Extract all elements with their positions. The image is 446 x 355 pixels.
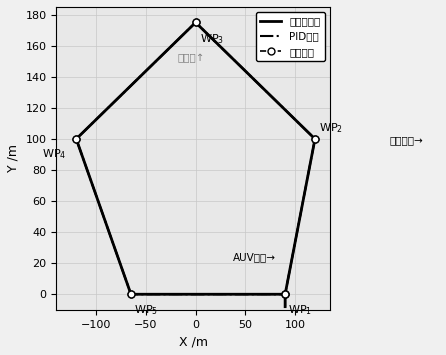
反步法控制 <box>74 137 79 141</box>
反步法控制 <box>312 137 318 141</box>
Text: WP$_5$: WP$_5$ <box>134 303 158 317</box>
Line: PID控制: PID控制 <box>76 22 315 307</box>
反步法控制 <box>282 292 288 296</box>
反步法控制 <box>128 292 134 296</box>
Text: WP$_1$: WP$_1$ <box>288 303 312 317</box>
PID控制 <box>282 292 288 296</box>
PID控制 <box>193 20 198 24</box>
Text: 期望航迹→: 期望航迹→ <box>389 136 423 146</box>
PID控制 <box>282 305 288 309</box>
Line: 反步法控制: 反步法控制 <box>76 22 315 307</box>
PID控制 <box>312 137 318 141</box>
Line: 期望航迹: 期望航迹 <box>73 19 318 298</box>
期望航迹 <box>312 137 318 141</box>
PID控制 <box>282 292 288 296</box>
期望航迹 <box>128 292 134 296</box>
期望航迹 <box>193 20 198 24</box>
Text: AUV轨迹→: AUV轨迹→ <box>233 252 277 262</box>
Text: 转向点↑: 转向点↑ <box>178 53 205 63</box>
Y-axis label: Y /m: Y /m <box>7 144 20 173</box>
Text: WP$_2$: WP$_2$ <box>319 121 343 135</box>
期望航迹 <box>282 292 288 296</box>
PID控制 <box>128 292 134 296</box>
PID控制 <box>74 137 79 141</box>
反步法控制 <box>282 292 288 296</box>
Text: WP$_3$: WP$_3$ <box>199 33 223 47</box>
X-axis label: X /m: X /m <box>178 335 208 348</box>
Legend: 反步法控制, PID控制, 期望航迹: 反步法控制, PID控制, 期望航迹 <box>256 12 325 61</box>
期望航迹 <box>282 292 288 296</box>
反步法控制 <box>193 20 198 24</box>
Text: WP$_4$: WP$_4$ <box>42 148 67 162</box>
期望航迹 <box>74 137 79 141</box>
反步法控制 <box>282 305 288 309</box>
